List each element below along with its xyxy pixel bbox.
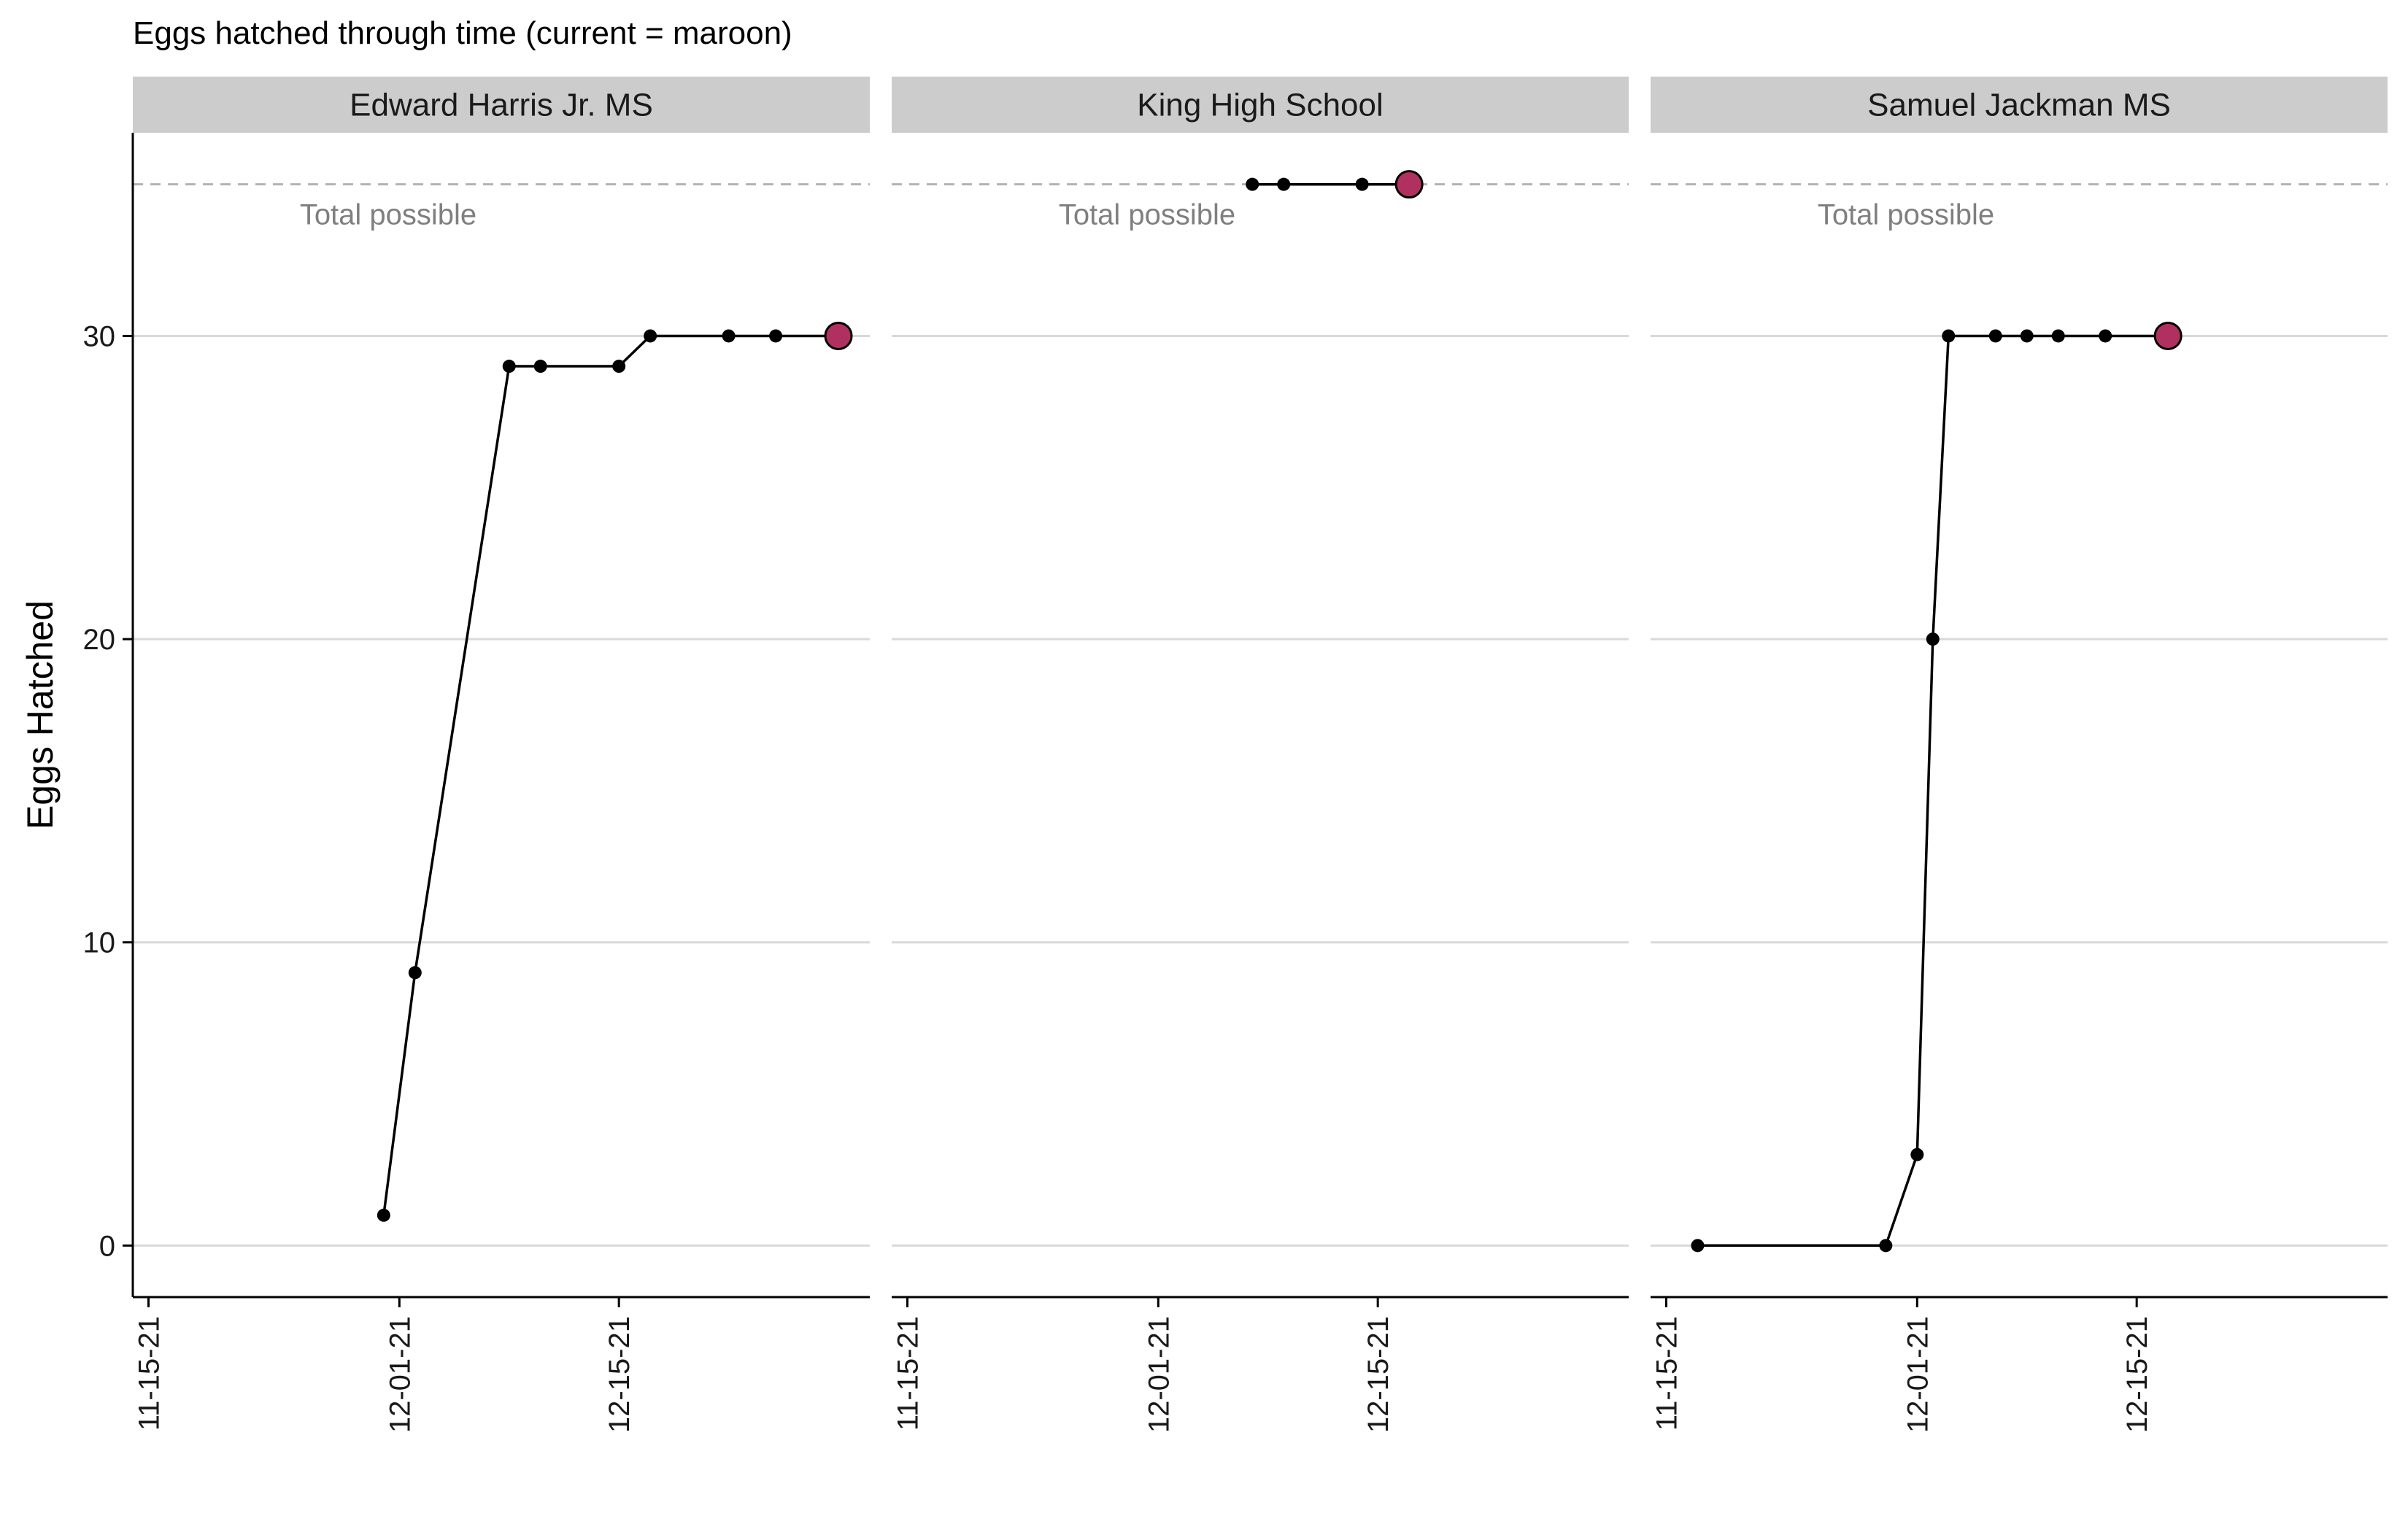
x-tick-label: 11-15-21 xyxy=(892,1316,924,1431)
data-point xyxy=(377,1208,390,1222)
x-tick-label: 12-01-21 xyxy=(1143,1316,1175,1433)
data-point xyxy=(1691,1239,1705,1253)
data-point xyxy=(769,329,783,343)
data-point xyxy=(2020,329,2034,343)
y-tick-label: 10 xyxy=(83,927,116,959)
x-tick-label: 12-01-21 xyxy=(1902,1316,1934,1433)
y-axis-title: Eggs Hatched xyxy=(20,600,61,829)
data-point xyxy=(1277,177,1291,191)
data-point xyxy=(533,360,547,374)
data-point xyxy=(1355,177,1369,191)
data-point xyxy=(1246,177,1259,191)
x-tick-label: 12-01-21 xyxy=(384,1316,416,1433)
series-line xyxy=(1697,334,2169,1247)
series-line xyxy=(382,334,838,1216)
data-point xyxy=(2099,329,2112,343)
data-point xyxy=(722,329,736,343)
current-point xyxy=(824,321,853,350)
total-possible-label: Total possible xyxy=(300,199,476,231)
facet-strip xyxy=(133,77,870,133)
facet-strip-label: King High School xyxy=(1137,88,1384,123)
data-point xyxy=(2051,329,2065,343)
total-possible-label: Total possible xyxy=(1818,199,1994,231)
data-point xyxy=(408,966,422,980)
facet-panel: King High School Total possible 11-15-21 12… xyxy=(892,77,1629,1433)
facet-panel: Samuel Jackman MS Total possible 11-15-21 1… xyxy=(1651,77,2388,1433)
panels: Edward Harris Jr. MS Total possible 0 10 20 3… xyxy=(83,77,2388,1433)
data-point xyxy=(1879,1239,1893,1253)
facet-strip-label: Edward Harris Jr. MS xyxy=(350,88,653,123)
total-possible-label: Total possible xyxy=(1059,199,1235,231)
current-point xyxy=(2153,321,2183,350)
facet-strip xyxy=(892,77,1629,133)
current-point xyxy=(1394,170,1424,199)
data-point xyxy=(1910,1148,1924,1161)
x-tick-label: 12-15-21 xyxy=(603,1316,636,1433)
y-tick-label: 20 xyxy=(83,624,116,656)
x-tick-label: 12-15-21 xyxy=(2121,1316,2153,1433)
data-point xyxy=(612,360,626,374)
y-tick-label: 30 xyxy=(83,320,116,352)
chart-title: Eggs hatched through time (current = mar… xyxy=(133,15,792,51)
data-point xyxy=(1942,329,1956,343)
data-point xyxy=(1926,632,1940,646)
facet-strip xyxy=(1651,77,2388,133)
facet-panel: Edward Harris Jr. MS Total possible 0 10 20 3… xyxy=(83,77,870,1433)
data-point xyxy=(502,360,516,374)
x-tick-label: 12-15-21 xyxy=(1362,1316,1394,1433)
data-point xyxy=(1988,329,2002,343)
x-tick-label: 11-15-21 xyxy=(133,1316,165,1431)
facet-strip-label: Samuel Jackman MS xyxy=(1867,88,2171,123)
y-tick-label: 0 xyxy=(99,1230,115,1262)
data-point xyxy=(644,329,657,343)
x-tick-label: 11-15-21 xyxy=(1651,1316,1683,1431)
